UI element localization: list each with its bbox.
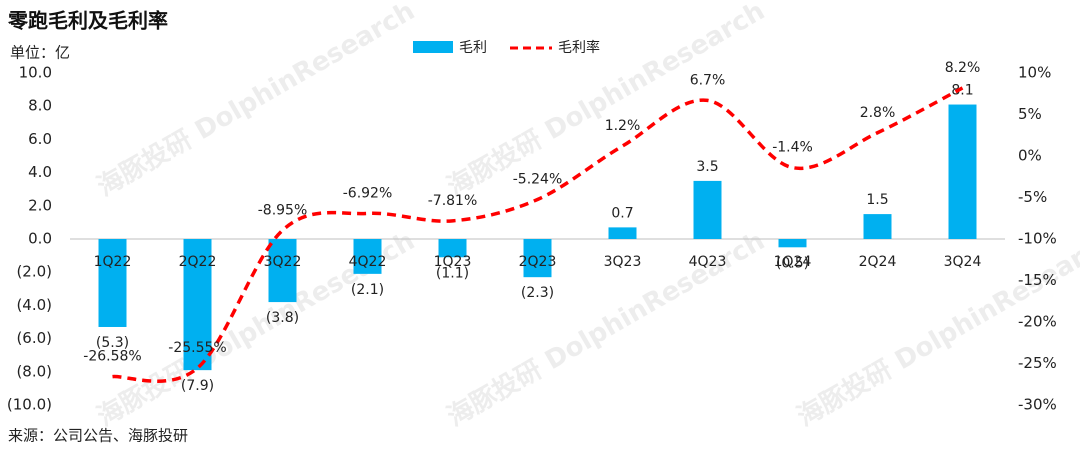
data-label: (2.1) <box>351 282 384 298</box>
data-label: -1.4% <box>772 140 813 156</box>
bar <box>863 214 892 239</box>
data-label: (0.5) <box>776 255 809 271</box>
data-label: (2.3) <box>521 285 554 301</box>
y-tick-label: (2.0) <box>16 263 52 281</box>
data-label: 3.5 <box>696 159 718 175</box>
x-tick-label: 2Q24 <box>859 254 897 270</box>
y2-tick-label: 10% <box>1018 64 1051 82</box>
x-tick-label: 4Q23 <box>689 254 727 270</box>
y2-tick-label: -30% <box>1018 396 1057 414</box>
bar <box>693 180 722 239</box>
bar <box>353 239 382 274</box>
data-label: -6.92% <box>343 185 393 201</box>
x-tick-label: 3Q24 <box>944 254 982 270</box>
x-tick-label: 4Q22 <box>349 254 387 270</box>
data-label: (7.9) <box>181 378 214 394</box>
data-label: 6.7% <box>690 72 726 88</box>
data-label: (1.1) <box>436 265 469 281</box>
chart-title: 零跑毛利及毛利率 <box>7 9 168 33</box>
y2-tick-label: -5% <box>1018 188 1047 206</box>
bar <box>608 227 637 239</box>
y-tick-label: (6.0) <box>16 329 52 347</box>
data-label: -7.81% <box>428 193 478 209</box>
x-tick-label: 3Q23 <box>604 254 642 270</box>
y2-tick-label: -10% <box>1018 230 1057 248</box>
y-tick-label: (4.0) <box>16 296 52 314</box>
data-label: (5.3) <box>96 335 129 351</box>
y2-tick-label: -15% <box>1018 271 1057 289</box>
subtitle: 单位：亿 <box>10 44 70 62</box>
data-label: 8.2% <box>945 60 981 76</box>
data-label: 1.5 <box>866 192 888 208</box>
bar <box>523 239 552 278</box>
bar <box>98 239 127 327</box>
legend-label: 毛利 <box>459 40 487 56</box>
y-tick-label: 0.0 <box>28 230 52 248</box>
x-tick-label: 3Q22 <box>264 254 302 270</box>
y-tick-label: 2.0 <box>28 196 52 214</box>
bar <box>948 104 977 239</box>
data-label: 1.2% <box>605 118 641 134</box>
y-tick-label: 6.0 <box>28 130 52 148</box>
watermarks: 海豚投研 DolphinResearch 海豚投研 DolphinResearc… <box>92 0 1080 433</box>
x-tick-label: 1Q23 <box>434 254 472 270</box>
bar <box>438 239 467 258</box>
data-label: (3.8) <box>266 310 299 326</box>
bar <box>778 239 807 248</box>
watermark: 海豚投研 DolphinResearch <box>442 0 770 203</box>
bar <box>268 239 297 303</box>
data-label: -8.95% <box>258 202 308 218</box>
legend-swatch <box>413 41 453 53</box>
x-tick-label: 2Q23 <box>519 254 557 270</box>
y-tick-label: (8.0) <box>16 362 52 380</box>
y-tick-label: 4.0 <box>28 163 52 181</box>
x-tick-label: 1Q24 <box>774 254 812 270</box>
bar <box>183 239 212 371</box>
data-label: -26.58% <box>83 349 141 365</box>
x-tick-label: 1Q22 <box>94 254 132 270</box>
y-tick-label: 10.0 <box>19 64 52 82</box>
line <box>112 86 964 383</box>
data-label: -25.55% <box>168 340 226 356</box>
y2-tick-label: 0% <box>1018 147 1042 165</box>
data-label: -5.24% <box>513 171 563 187</box>
legend-label: 毛利率 <box>558 39 600 56</box>
x-tick-label: 2Q22 <box>179 254 217 270</box>
y-tick-label: (10.0) <box>7 396 52 414</box>
source: 来源：公司公告、海豚投研 <box>8 427 188 445</box>
data-label: 8.1 <box>951 83 973 99</box>
y-tick-label: 8.0 <box>28 97 52 115</box>
data-label: 2.8% <box>860 105 896 121</box>
y2-tick-label: -20% <box>1018 313 1057 331</box>
y2-tick-label: -25% <box>1018 354 1057 372</box>
data-label: 0.7 <box>611 205 633 221</box>
y2-tick-label: 5% <box>1018 105 1042 123</box>
